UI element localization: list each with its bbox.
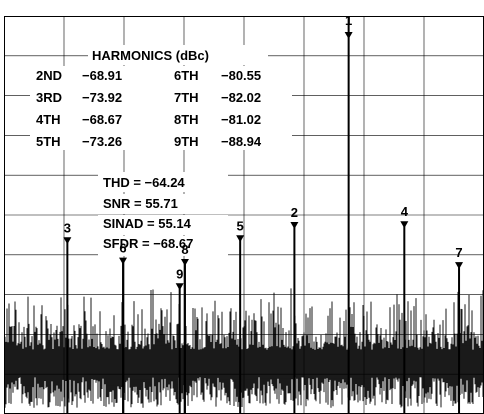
metric-thd: THD = −64.24 — [103, 175, 185, 190]
harmonic-marker — [400, 221, 409, 229]
harmonic-label: 9 — [176, 266, 183, 281]
harmonic-marker — [290, 221, 299, 229]
harmonics-row: 5TH −73.26 9TH −88.94 — [36, 134, 262, 149]
harmonic-name: 3RD — [36, 90, 62, 105]
fundamental-label: 1 — [345, 13, 352, 28]
metrics-block: THD = −64.24 SNR = 55.71 SINAD = 55.14 S… — [98, 172, 228, 256]
harmonic-marker — [119, 257, 128, 265]
harmonic-markers — [63, 221, 464, 414]
harmonics-row: 4TH −68.67 8TH −81.02 — [36, 112, 261, 127]
harmonic-marker — [180, 259, 189, 267]
marker-labels: 2 3 4 5 6 7 8 9 1 — [64, 13, 463, 281]
metric-sfdr: SFDR = −68.67 — [103, 236, 193, 251]
harmonic-name: 4TH — [36, 112, 61, 127]
harmonic-label: 8 — [181, 242, 188, 257]
harmonic-label: 2 — [291, 205, 298, 220]
harmonic-label: 3 — [64, 220, 71, 235]
harmonic-marker — [175, 283, 184, 291]
harmonic-name: 5TH — [36, 134, 61, 149]
fundamental-marker — [344, 32, 353, 39]
harmonic-value: −73.26 — [82, 134, 122, 149]
harmonic-label: 7 — [455, 245, 462, 260]
harmonic-value: −81.02 — [221, 112, 261, 127]
harmonics-table: HARMONICS (dBc) 2ND −68.91 6TH −80.55 3R… — [30, 45, 292, 150]
harmonic-label: 5 — [237, 218, 244, 233]
harmonic-value: −73.92 — [82, 90, 122, 105]
harmonic-name: 8TH — [174, 112, 199, 127]
harmonic-value: −82.02 — [221, 90, 261, 105]
harmonic-name: 9TH — [174, 134, 199, 149]
harmonic-label: 4 — [401, 204, 409, 219]
harmonic-value: −88.94 — [221, 134, 262, 149]
metric-snr: SNR = 55.71 — [103, 196, 178, 211]
metric-sinad: SINAD = 55.14 — [103, 216, 192, 231]
harmonics-row: 2ND −68.91 6TH −80.55 — [36, 68, 261, 83]
harmonics-table-title: HARMONICS (dBc) — [92, 48, 209, 63]
harmonic-marker — [63, 237, 72, 245]
harmonic-label: 6 — [119, 241, 126, 256]
fundamental-group — [344, 16, 353, 414]
harmonic-name: 6TH — [174, 68, 199, 83]
harmonic-value: −80.55 — [221, 68, 261, 83]
harmonic-marker — [236, 235, 245, 243]
harmonic-name: 2ND — [36, 68, 62, 83]
harmonic-value: −68.67 — [82, 112, 122, 127]
harmonic-value: −68.91 — [82, 68, 122, 83]
harmonics-row: 3RD −73.92 7TH −82.02 — [36, 90, 261, 105]
harmonic-name: 7TH — [174, 90, 199, 105]
harmonic-marker — [455, 262, 464, 270]
